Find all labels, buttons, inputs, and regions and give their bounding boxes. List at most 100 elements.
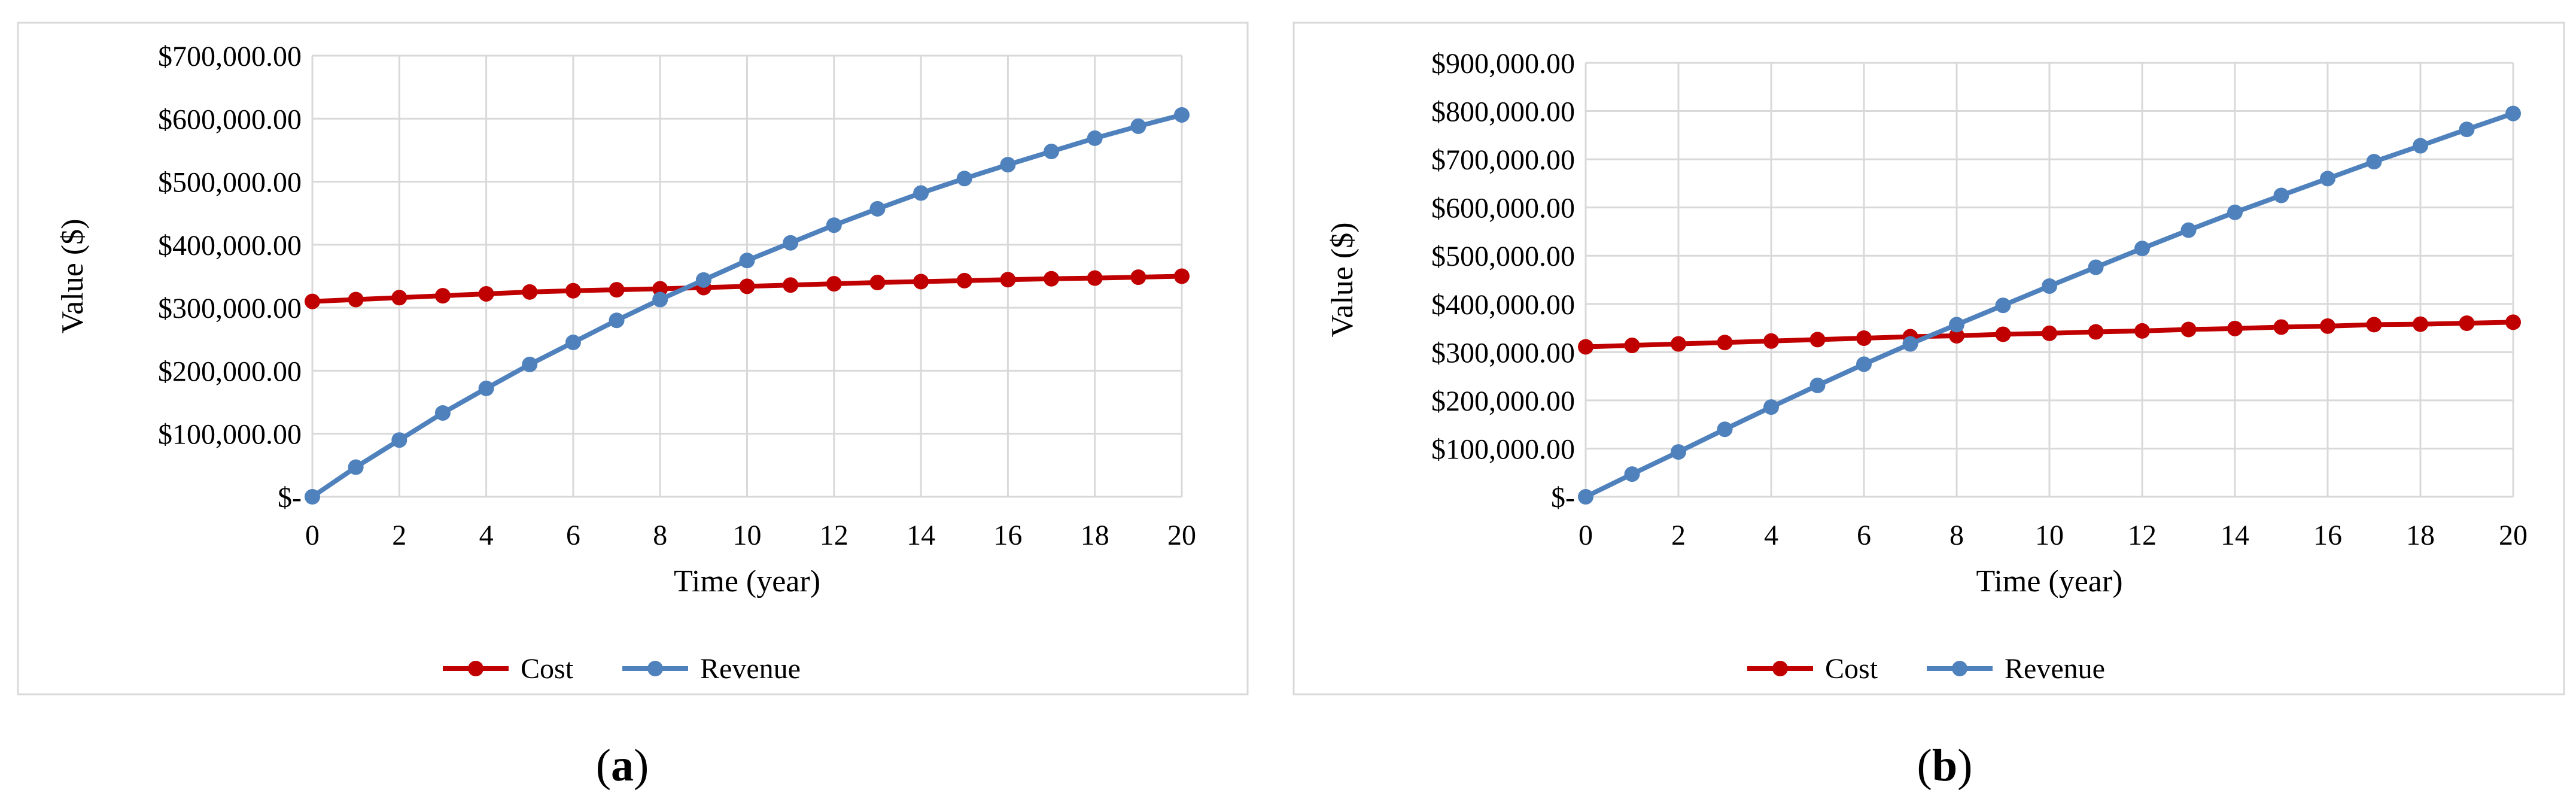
- y-tick-label: $-: [278, 482, 302, 514]
- legend-label-cost: Cost: [521, 653, 574, 685]
- revenue-data-point: [2366, 154, 2382, 170]
- y-tick-label: $200,000.00: [158, 356, 302, 387]
- cost-data-point: [522, 284, 538, 300]
- cost-data-point: [1671, 336, 1686, 352]
- x-tick-label: 14: [2221, 520, 2249, 551]
- legend-marker-cost: [1772, 661, 1788, 676]
- revenue-data-point: [1174, 107, 1190, 123]
- revenue-data-point: [2320, 171, 2335, 187]
- cost-data-point: [2042, 325, 2057, 341]
- revenue-data-point: [348, 459, 364, 475]
- cost-data-point: [609, 282, 625, 298]
- cost-data-point: [305, 293, 320, 309]
- revenue-data-point: [2413, 138, 2428, 154]
- cost-data-point: [1130, 269, 1146, 285]
- cost-data-point: [1044, 271, 1060, 287]
- cost-data-point: [1763, 333, 1779, 349]
- x-tick-label: 18: [1081, 520, 1109, 551]
- x-axis-title: Time (year): [674, 564, 820, 599]
- revenue-data-point: [1130, 118, 1146, 134]
- line-chart-b: $- $100,000.00 $200,000.00 $300,000.00 $400,…: [1292, 22, 2565, 695]
- revenue-data-point: [783, 235, 799, 251]
- revenue-data-point: [2459, 122, 2475, 138]
- cost-data-point: [391, 290, 407, 306]
- cost-data-point: [434, 288, 451, 304]
- cost-data-point: [2180, 321, 2197, 338]
- x-tick-label: 0: [305, 520, 320, 551]
- revenue-data-point: [1671, 444, 1686, 460]
- x-axis-title: Time (year): [1976, 564, 2122, 599]
- cost-data-point: [1087, 270, 1103, 286]
- x-tick-label: 10: [733, 520, 762, 551]
- cost-data-point: [1856, 330, 1872, 346]
- cost-data-point: [2273, 319, 2289, 335]
- legend-marker-revenue: [647, 661, 663, 676]
- cost-data-point: [1809, 332, 1826, 348]
- cost-data-point: [2320, 318, 2335, 334]
- revenue-data-point: [434, 405, 451, 421]
- cost-data-point: [869, 275, 886, 291]
- revenue-data-point: [565, 335, 581, 351]
- cost-data-point: [1000, 272, 1016, 288]
- y-tick-label: $500,000.00: [1431, 241, 1575, 272]
- y-tick-label: $300,000.00: [158, 293, 302, 324]
- chart-frame: [1292, 22, 2565, 695]
- legend-label-revenue: Revenue: [2005, 653, 2105, 685]
- revenue-data-point: [478, 380, 494, 396]
- cost-data-point: [2413, 316, 2428, 332]
- x-tick-label: 8: [653, 520, 667, 551]
- revenue-data-point: [1856, 356, 1872, 372]
- x-tick-label: 20: [2499, 520, 2528, 551]
- cost-data-point: [956, 272, 972, 288]
- y-axis-title: Value ($): [56, 218, 90, 333]
- revenue-data-point: [391, 432, 407, 448]
- y-axis-title: Value ($): [1325, 222, 1360, 337]
- cost-data-point: [652, 281, 668, 297]
- line-chart-a: $- $100,000.00 $200,000.00 $300,000.00 $400,…: [17, 22, 1249, 695]
- panel-label-a: (a): [595, 740, 649, 791]
- cost-data-point: [478, 285, 494, 302]
- chart-frame: [17, 22, 1249, 695]
- y-tick-label: $900,000.00: [1431, 48, 1575, 80]
- revenue-data-point: [1624, 466, 1640, 482]
- x-tick-label: 14: [907, 520, 935, 551]
- y-tick-label: $400,000.00: [1431, 289, 1575, 321]
- y-tick-label: $200,000.00: [1431, 385, 1575, 417]
- revenue-data-point: [956, 171, 972, 187]
- cost-data-point: [1995, 326, 2011, 342]
- cost-data-point: [2088, 324, 2104, 340]
- chart-panel-a: $- $100,000.00 $200,000.00 $300,000.00 $400,…: [0, 0, 1287, 811]
- x-tick-label: 0: [1579, 520, 1593, 551]
- cost-data-point: [2134, 323, 2150, 339]
- revenue-data-point: [2505, 105, 2521, 122]
- x-tick-label: 16: [2313, 520, 2342, 551]
- x-tick-label: 12: [2128, 520, 2157, 551]
- panel-label-b: (b): [1917, 740, 1973, 791]
- revenue-data-point: [826, 217, 842, 233]
- y-tick-label: $700,000.00: [158, 41, 302, 72]
- y-tick-label: $500,000.00: [158, 167, 302, 199]
- y-tick-label: $300,000.00: [1431, 337, 1575, 369]
- revenue-data-point: [869, 201, 886, 217]
- cost-data-point: [1717, 335, 1733, 351]
- revenue-data-point: [1717, 421, 1733, 438]
- revenue-data-point: [1809, 377, 1826, 393]
- x-tick-label: 4: [479, 520, 494, 551]
- y-tick-label: $600,000.00: [158, 104, 302, 135]
- revenue-data-point: [1763, 399, 1779, 415]
- cost-data-point: [2459, 315, 2475, 331]
- y-tick-label: $400,000.00: [158, 230, 302, 262]
- cost-data-point: [1949, 327, 1964, 344]
- revenue-data-point: [1578, 489, 1593, 505]
- x-tick-label: 4: [1764, 520, 1778, 551]
- y-tick-label: $-: [1551, 482, 1575, 514]
- revenue-data-point: [2273, 187, 2289, 203]
- x-tick-label: 10: [2035, 520, 2064, 551]
- legend-label-cost: Cost: [1825, 653, 1878, 685]
- x-tick-label: 20: [1167, 520, 1196, 551]
- revenue-data-point: [2134, 241, 2150, 257]
- cost-data-point: [348, 291, 364, 308]
- revenue-data-point: [2227, 204, 2243, 220]
- legend-marker-cost: [468, 661, 483, 676]
- revenue-data-point: [2042, 278, 2057, 294]
